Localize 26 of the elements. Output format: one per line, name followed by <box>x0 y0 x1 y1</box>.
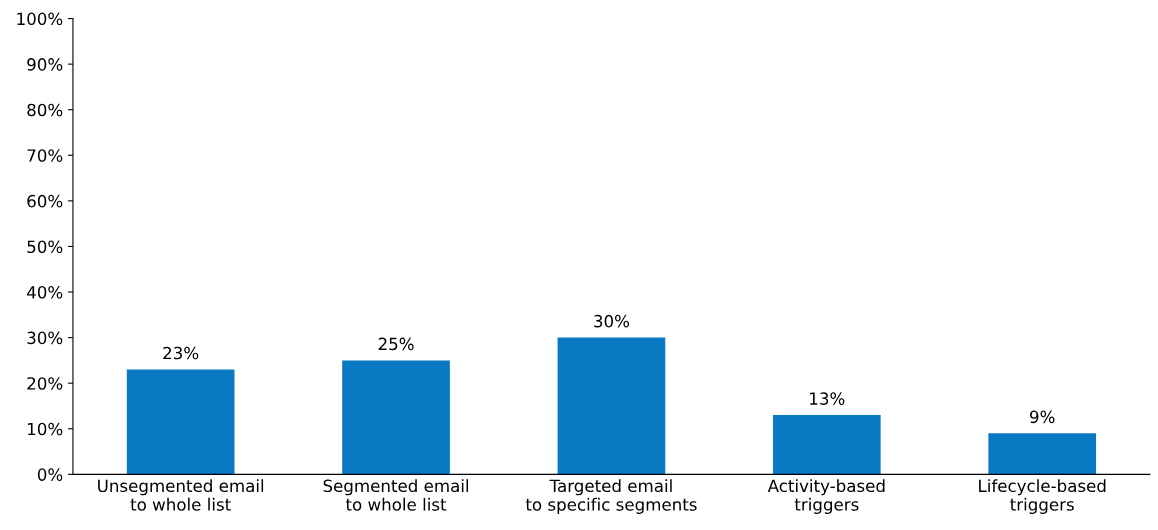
y-tick-label: 0% <box>37 468 63 481</box>
data-label: 23% <box>163 346 199 360</box>
y-tick-label: 30% <box>27 331 63 345</box>
data-label: 25% <box>378 337 414 351</box>
bar <box>342 360 450 475</box>
x-tick-label: Unsegmented email to whole list <box>98 479 264 511</box>
bar <box>557 337 666 475</box>
x-tick-label: Lifecycle-based triggers <box>979 479 1106 514</box>
y-tick-label: 10% <box>28 422 63 436</box>
data-label: 9% <box>1030 410 1055 424</box>
y-tick-label: 40% <box>27 285 63 299</box>
x-tick-label: Activity-based triggers <box>767 479 885 514</box>
y-tick-label: 50% <box>27 240 63 254</box>
y-tick-label: 90% <box>27 58 63 71</box>
y-tick-label: 70% <box>27 149 63 162</box>
bar <box>772 415 881 475</box>
y-tick-label: 80% <box>27 103 63 117</box>
y-tick-label: 20% <box>27 377 63 390</box>
bar <box>988 433 1097 475</box>
data-label: 13% <box>810 392 845 405</box>
y-tick-label: 60% <box>27 194 63 208</box>
x-tick-label: Segmented email to whole list <box>323 479 469 511</box>
y-tick-label: 100% <box>17 12 63 26</box>
bar <box>126 369 235 475</box>
data-label: 30% <box>594 314 630 328</box>
x-tick-label: Targeted email to specific segments <box>525 479 697 514</box>
